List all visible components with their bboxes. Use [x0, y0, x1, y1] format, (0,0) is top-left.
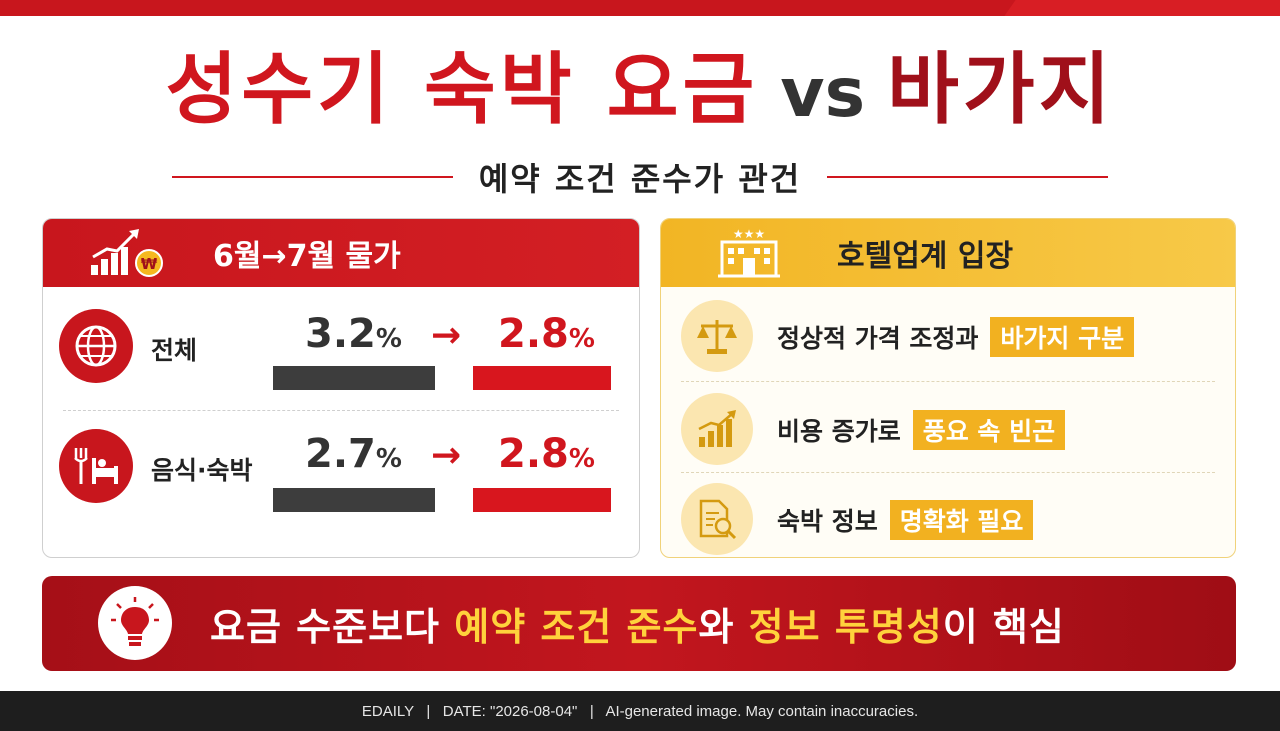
- to-value-food-lodging: 2.8%: [498, 431, 595, 477]
- from-value-food-lodging: 2.7%: [305, 431, 402, 477]
- hotel-industry-header: ★★★ 호텔업계 입장: [661, 219, 1235, 287]
- row-divider: [63, 410, 619, 411]
- hotel-item-text: 숙박 정보: [777, 507, 878, 536]
- from-value-overall: 3.2%: [305, 311, 402, 357]
- fork-bed-icon: [59, 429, 133, 503]
- scale-icon: [681, 300, 753, 372]
- top-accent-stripe: [0, 0, 1280, 16]
- bar-from-overall: [273, 366, 435, 390]
- lightbulb-icon: [98, 586, 172, 660]
- hotel-item-price-adjustment: 정상적 가격 조정과 바가지 구분: [661, 291, 1235, 379]
- footer-credit: EDAILY | DATE: "2026-08-04" | AI-generat…: [0, 691, 1280, 731]
- globe-icon: [59, 309, 133, 383]
- item-divider: [681, 381, 1215, 382]
- price-row-overall: 전체 3.2% → 2.8%: [43, 291, 639, 411]
- bar-to-food-lodging: [473, 488, 611, 512]
- price-change-title: 6월→7월 물가: [213, 239, 401, 274]
- row-label-overall: 전체: [151, 336, 198, 365]
- rising-chart-icon: [681, 393, 753, 465]
- price-row-food-lodging: 음식·숙박 2.7% → 2.8%: [43, 415, 639, 535]
- price-change-header: ₩ 6월→7월 물가: [43, 219, 639, 287]
- hotel-item-highlight: 바가지 구분: [990, 317, 1135, 357]
- hotel-item-info-clarity: 숙박 정보 명확화 필요: [661, 474, 1235, 557]
- title-part1: 성수기 숙박 요금: [165, 45, 759, 135]
- price-change-panel: ₩ 6월→7월 물가 전체 3.2% → 2.8%: [42, 218, 640, 558]
- growth-chart-won-icon: ₩: [43, 227, 213, 279]
- hotel-industry-title: 호텔업계 입장: [837, 239, 1014, 274]
- arrow-icon: →: [431, 435, 462, 476]
- row-label-food-lodging: 음식·숙박: [151, 456, 253, 485]
- key-message-banner: 요금 수준보다 예약 조건 준수와 정보 투명성이 핵심: [42, 576, 1236, 671]
- hotel-industry-panel: ★★★ 호텔업계 입장 정상적 가격 조정과 바가지 구분: [660, 218, 1236, 558]
- hotel-item-cost-increase: 비용 증가로 풍요 속 빈곤: [661, 384, 1235, 472]
- bar-from-food-lodging: [273, 488, 435, 512]
- hotel-item-text: 비용 증가로: [777, 417, 901, 446]
- svg-text:₩: ₩: [141, 255, 158, 273]
- to-value-overall: 2.8%: [498, 311, 595, 357]
- subtitle-left-line: [172, 176, 453, 178]
- item-divider: [681, 472, 1215, 473]
- title-part2: 바가지: [887, 45, 1115, 135]
- key-message: 요금 수준보다 예약 조건 준수와 정보 투명성이 핵심: [210, 605, 1065, 649]
- subtitle-right-line: [827, 176, 1109, 178]
- main-title: 성수기 숙박 요금 vs 바가지: [0, 40, 1280, 144]
- svg-text:★★★: ★★★: [733, 227, 765, 241]
- subtitle-row: 예약 조건 준수가 관건: [172, 152, 1109, 202]
- hotel-item-text: 정상적 가격 조정과: [777, 324, 979, 353]
- document-search-icon: [681, 483, 753, 555]
- arrow-icon: →: [431, 315, 462, 356]
- hotel-item-highlight: 풍요 속 빈곤: [912, 410, 1066, 450]
- hotel-item-highlight: 명확화 필요: [889, 500, 1034, 540]
- subtitle: 예약 조건 준수가 관건: [478, 160, 802, 198]
- hotel-stars-icon: ★★★: [661, 226, 837, 280]
- title-vs: vs: [780, 54, 866, 133]
- bar-to-overall: [473, 366, 611, 390]
